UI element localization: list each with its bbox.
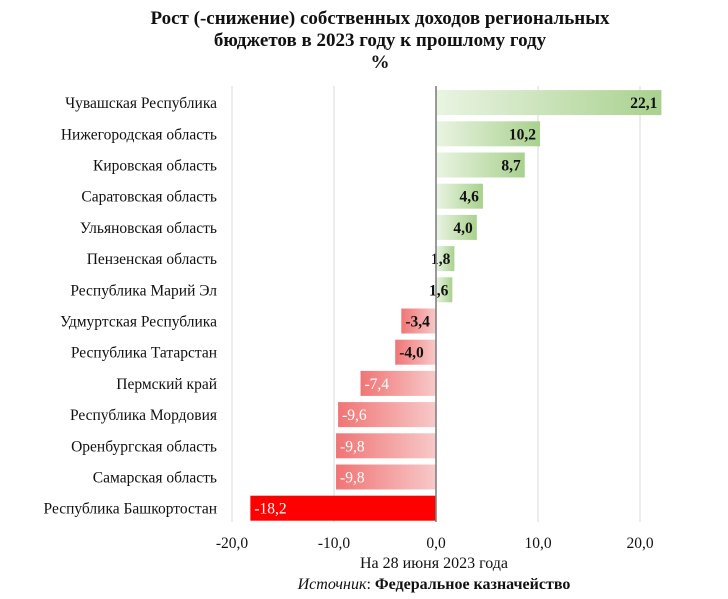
data-label: 8,7 bbox=[501, 158, 521, 175]
bar bbox=[436, 121, 541, 147]
category-label: Республика Татарстан bbox=[71, 345, 217, 362]
bar bbox=[336, 433, 436, 459]
chart-title: Рост (-снижение) собственных доходов рег… bbox=[0, 8, 728, 74]
data-label: 10,2 bbox=[509, 126, 536, 143]
category-label: Пермский край bbox=[116, 376, 217, 393]
category-label: Республика Мордовия bbox=[70, 407, 217, 424]
data-label: -3,4 bbox=[405, 314, 430, 331]
x-tick-label: 0,0 bbox=[426, 535, 446, 552]
bar bbox=[436, 246, 455, 272]
source-value: Федеральное казначейство bbox=[374, 576, 571, 593]
bar bbox=[338, 402, 436, 428]
bar bbox=[436, 214, 477, 240]
category-label: Республика Марий Эл bbox=[70, 282, 217, 299]
data-label: -7,4 bbox=[365, 376, 390, 393]
category-label: Пензенская область bbox=[87, 251, 217, 268]
category-label: Ульяновская область bbox=[80, 220, 217, 237]
data-label: 4,0 bbox=[453, 220, 473, 237]
category-label: Нижегородская область bbox=[61, 126, 217, 143]
data-label: 1,8 bbox=[431, 251, 451, 268]
data-label: 22,1 bbox=[630, 95, 657, 112]
data-label: 1,6 bbox=[429, 282, 449, 299]
x-tick-label: 20,0 bbox=[626, 535, 653, 552]
category-label: Республика Башкортостан bbox=[44, 501, 217, 518]
source-label: Источник bbox=[297, 576, 367, 593]
category-label: Кировская область bbox=[93, 158, 217, 175]
category-label: Оренбургская область bbox=[71, 438, 217, 455]
source-separator: : bbox=[366, 576, 375, 593]
data-label: -9,8 bbox=[340, 470, 365, 487]
bar bbox=[360, 370, 436, 396]
chart-title-line-2: бюджетов в 2023 году к прошлому году bbox=[213, 30, 547, 51]
bar bbox=[336, 464, 436, 490]
bar bbox=[436, 183, 483, 209]
data-label: -18,2 bbox=[254, 501, 286, 518]
chart-title-line-3: % bbox=[370, 52, 390, 73]
data-label: 4,6 bbox=[460, 189, 480, 206]
category-label: Чувашская Республика bbox=[65, 95, 217, 112]
source-note: Источник: Федеральное казначейство bbox=[0, 576, 728, 594]
bar bbox=[395, 339, 436, 365]
x-tick-label: 10,0 bbox=[524, 535, 551, 552]
x-tick-label: -20,0 bbox=[216, 535, 249, 552]
bar bbox=[436, 277, 453, 303]
chart-title-line-1: Рост (-снижение) собственных доходов рег… bbox=[150, 8, 610, 29]
category-label: Самарская область bbox=[93, 470, 217, 487]
category-label: Саратовская область bbox=[81, 189, 217, 206]
data-label: -9,6 bbox=[342, 407, 367, 424]
data-label: -4,0 bbox=[399, 345, 424, 362]
bar bbox=[250, 495, 436, 521]
bar bbox=[436, 152, 525, 178]
date-note: На 28 июня 2023 года bbox=[359, 555, 509, 572]
category-label: Удмуртская Республика bbox=[60, 314, 217, 331]
bar bbox=[401, 308, 436, 334]
bar bbox=[436, 90, 662, 116]
x-tick-label: -10,0 bbox=[318, 535, 351, 552]
data-label: -9,8 bbox=[340, 438, 365, 455]
